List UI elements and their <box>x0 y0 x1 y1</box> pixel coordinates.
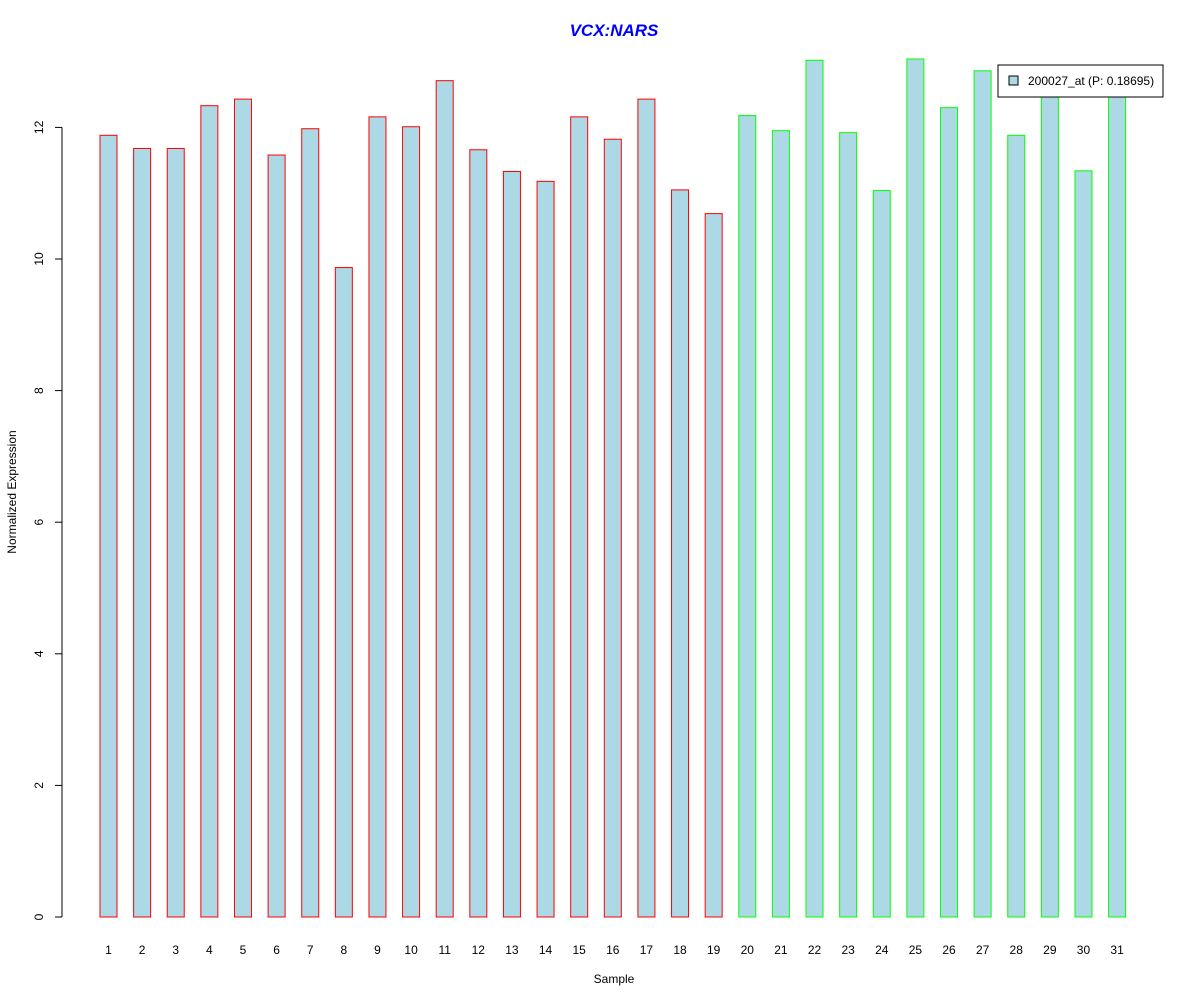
y-tick-label: 8 <box>32 387 46 394</box>
x-tick-label: 20 <box>741 943 755 957</box>
x-tick-label: 9 <box>374 943 381 957</box>
x-tick-labels: 1 2 3 4 5 6 7 8 9 10 11 12 13 14 15 16 17 18 19 20 21 22 23 24 2… <box>105 943 1124 957</box>
bar-sample-5 <box>233 98 252 918</box>
bar-sample-2 <box>133 147 152 918</box>
bar-sample-20 <box>738 115 757 918</box>
bar-sample-11 <box>435 80 454 918</box>
legend-swatch <box>1008 75 1019 86</box>
x-tick-label: 15 <box>573 943 587 957</box>
x-tick-label: 19 <box>707 943 721 957</box>
x-tick-label: 16 <box>606 943 620 957</box>
bar-sample-16 <box>603 138 622 918</box>
bar-sample-17 <box>637 98 656 918</box>
bar-sample-26 <box>940 107 958 918</box>
bar-sample-22 <box>805 59 824 918</box>
bar-sample-1 <box>99 134 118 918</box>
x-tick-label: 4 <box>206 943 213 957</box>
bar-sample-25 <box>906 58 925 918</box>
bar-sample-12 <box>469 149 488 918</box>
bar-sample-31 <box>1108 94 1127 918</box>
y-axis-label: Normalized Expression <box>5 430 19 553</box>
legend-box <box>997 64 1164 98</box>
x-tick-label: 18 <box>673 943 687 957</box>
bar-sample-3 <box>166 147 185 918</box>
x-tick-label: 21 <box>774 943 788 957</box>
legend: 200027_at (P: 0.18695) <box>997 64 1164 98</box>
y-axis: 0 2 4 6 8 10 12 <box>32 120 63 920</box>
x-tick-label: 11 <box>438 943 451 957</box>
x-axis-label: Sample <box>594 972 635 986</box>
x-tick-label: 2 <box>139 943 146 957</box>
bar-sample-29 <box>1040 94 1059 918</box>
bar-sample-8 <box>334 267 353 918</box>
x-tick-label: 26 <box>942 943 956 957</box>
bar-sample-10 <box>402 126 421 918</box>
y-tick-label: 0 <box>32 913 46 920</box>
y-tick-label: 2 <box>32 782 46 789</box>
bar-sample-15 <box>570 116 589 918</box>
bar-sample-14 <box>536 180 555 918</box>
x-tick-label: 10 <box>404 943 418 957</box>
chart-title: VCX:NARS <box>570 21 659 40</box>
bar-sample-19 <box>704 213 723 918</box>
bar-sample-18 <box>671 189 690 918</box>
x-tick-label: 1 <box>105 943 112 957</box>
x-tick-label: 30 <box>1077 943 1091 957</box>
x-tick-label: 22 <box>808 943 822 957</box>
x-tick-label: 31 <box>1110 943 1124 957</box>
y-tick-label: 4 <box>32 650 46 657</box>
x-tick-label: 27 <box>976 943 990 957</box>
x-tick-label: 23 <box>841 943 855 957</box>
bar-sample-28 <box>1007 134 1026 918</box>
bar-sample-6 <box>267 154 286 918</box>
x-tick-label: 17 <box>640 943 654 957</box>
bar-sample-24 <box>872 190 891 918</box>
y-tick-label: 6 <box>32 519 46 526</box>
legend-label: 200027_at (P: 0.18695) <box>1028 74 1154 88</box>
bar-sample-7 <box>301 128 320 918</box>
x-tick-label: 8 <box>340 943 347 957</box>
x-tick-label: 12 <box>472 943 486 957</box>
bar-sample-9 <box>368 116 387 918</box>
y-tick-label: 10 <box>32 252 46 266</box>
bar-sample-23 <box>839 132 858 918</box>
y-tick-label: 12 <box>32 120 46 134</box>
x-tick-label: 24 <box>875 943 889 957</box>
bar-sample-30 <box>1074 170 1093 918</box>
x-tick-label: 13 <box>505 943 519 957</box>
bar-sample-13 <box>502 170 521 918</box>
bar-sample-27 <box>973 70 992 918</box>
bar-sample-4 <box>200 105 219 918</box>
x-tick-label: 3 <box>172 943 179 957</box>
x-tick-label: 7 <box>307 943 314 957</box>
x-tick-label: 25 <box>909 943 923 957</box>
x-tick-label: 14 <box>539 943 553 957</box>
bars <box>99 58 1127 918</box>
x-tick-label: 5 <box>240 943 247 957</box>
x-tick-label: 28 <box>1010 943 1024 957</box>
bar-sample-21 <box>771 130 790 918</box>
x-tick-label: 6 <box>273 943 280 957</box>
x-tick-label: 29 <box>1043 943 1057 957</box>
